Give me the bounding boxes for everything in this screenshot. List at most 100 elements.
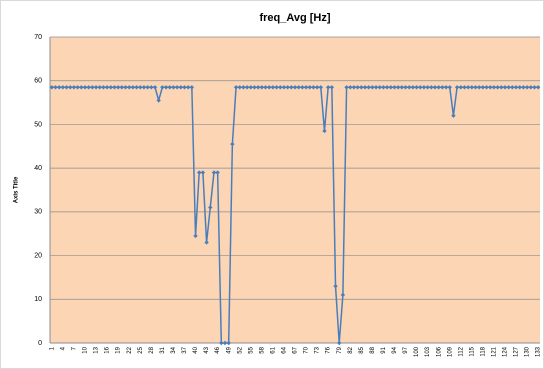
x-tick-label: 130 — [525, 346, 531, 357]
data-point — [104, 85, 110, 90]
x-tick-label: 46 — [215, 346, 221, 353]
data-point — [145, 85, 150, 90]
data-point — [311, 85, 316, 90]
data-point — [432, 85, 438, 90]
data-point — [381, 85, 386, 90]
data-point — [517, 85, 522, 90]
data-point — [495, 85, 500, 90]
data-point — [366, 85, 371, 90]
x-tick-label: 1 — [49, 346, 55, 350]
data-point — [97, 85, 102, 90]
data-point — [267, 85, 272, 90]
data-point — [108, 85, 113, 90]
data-point — [384, 85, 390, 90]
data-point — [377, 85, 382, 90]
data-point — [71, 85, 77, 90]
data-point — [454, 85, 460, 90]
x-tick-label: 49 — [226, 346, 232, 353]
x-tick-label: 10 — [83, 346, 89, 353]
data-point — [318, 85, 323, 90]
data-point — [392, 85, 397, 90]
data-point — [443, 85, 449, 90]
data-point — [68, 85, 73, 90]
x-tick-label: 25 — [138, 346, 144, 353]
data-point — [388, 85, 393, 90]
x-tick-label: 43 — [204, 346, 210, 353]
data-point — [303, 85, 309, 90]
data-point — [296, 85, 301, 90]
data-point — [399, 85, 405, 90]
data-point — [462, 85, 467, 90]
data-point — [344, 85, 349, 90]
chart-title: freq_Avg [Hz] — [259, 12, 330, 24]
data-point — [115, 85, 121, 90]
data-point — [197, 170, 202, 175]
x-tick-label: 64 — [282, 346, 288, 353]
data-point — [465, 85, 471, 90]
data-point — [244, 85, 250, 90]
x-tick-label: 37 — [182, 346, 188, 353]
data-point — [436, 85, 441, 90]
data-point — [458, 85, 463, 90]
data-point — [395, 85, 401, 90]
data-point — [410, 85, 416, 90]
x-tick-label: 97 — [403, 346, 409, 353]
x-tick-label: 103 — [425, 346, 431, 357]
data-point — [75, 85, 80, 90]
data-point — [163, 85, 169, 90]
data-point — [171, 85, 176, 90]
data-point — [414, 85, 419, 90]
y-tick-label: 30 — [34, 209, 42, 216]
data-point — [403, 85, 408, 90]
x-tick-label: 4 — [60, 346, 66, 350]
x-tick-label: 94 — [392, 346, 398, 353]
x-tick-label: 133 — [536, 346, 542, 357]
data-point — [491, 85, 497, 90]
data-point — [524, 85, 530, 90]
data-point — [340, 292, 346, 298]
data-point — [215, 170, 220, 175]
data-point — [167, 85, 172, 90]
data-point — [259, 85, 265, 90]
data-point — [79, 85, 84, 90]
x-tick-label: 13 — [94, 346, 100, 353]
y-tick-label: 0 — [38, 340, 42, 347]
data-point — [278, 85, 283, 90]
data-point — [237, 85, 242, 90]
data-point — [359, 85, 364, 90]
data-point — [200, 170, 206, 175]
data-point — [130, 85, 136, 90]
data-point — [90, 85, 95, 90]
x-tick-label: 19 — [116, 346, 122, 353]
data-point — [263, 85, 268, 90]
data-point — [60, 85, 66, 90]
data-point — [93, 85, 99, 90]
data-point — [53, 85, 58, 90]
y-tick-label: 70 — [34, 34, 42, 41]
data-point — [348, 85, 353, 90]
data-point — [193, 233, 198, 239]
x-tick-label: 115 — [469, 346, 475, 356]
data-point — [407, 85, 412, 90]
data-point — [226, 340, 231, 346]
y-axis-title: Axis Title — [14, 176, 20, 203]
data-point — [141, 85, 147, 90]
data-point — [86, 85, 91, 90]
x-tick-label: 40 — [193, 346, 199, 353]
data-point — [211, 170, 217, 175]
data-point — [370, 85, 375, 90]
data-point — [300, 85, 305, 90]
data-point — [156, 98, 161, 103]
data-point — [152, 85, 158, 90]
data-point — [255, 85, 261, 90]
x-tick-label: 7 — [72, 346, 78, 350]
x-tick-label: 82 — [348, 346, 354, 353]
data-point — [480, 85, 486, 90]
x-tick-label: 73 — [315, 346, 321, 353]
data-point — [521, 85, 526, 90]
data-point — [535, 85, 541, 90]
data-point — [425, 85, 430, 90]
x-tick-label: 124 — [503, 346, 509, 357]
data-point — [281, 85, 287, 90]
plot-area — [50, 37, 540, 343]
